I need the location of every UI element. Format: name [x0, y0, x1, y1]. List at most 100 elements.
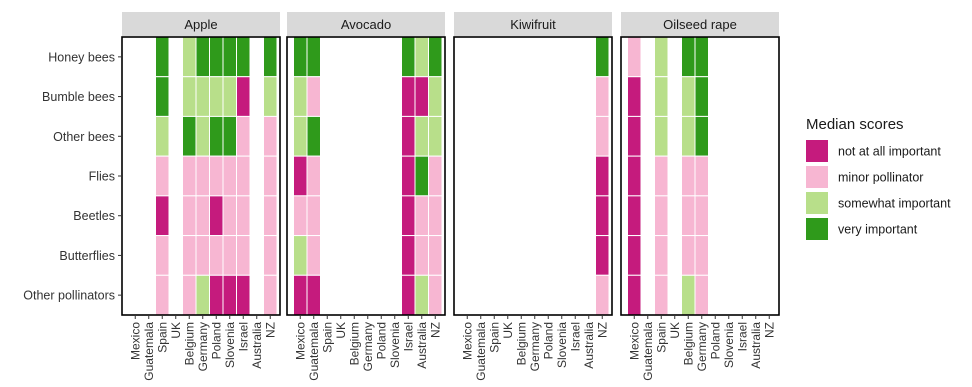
- heatmap-cell: [694, 76, 709, 117]
- x-tick-label: Guatemala: [307, 322, 321, 381]
- heatmap-cell: [627, 115, 642, 157]
- heatmap-cell: [222, 155, 237, 197]
- x-tick-label: Germany: [361, 322, 375, 371]
- x-tick-label: Australia: [250, 322, 264, 369]
- heatmap-cell: [306, 115, 321, 157]
- heatmap-cell: [681, 274, 696, 316]
- x-tick-label: Slovenia: [722, 322, 736, 368]
- heatmap-cell: [182, 195, 197, 237]
- heatmap-cell: [694, 115, 709, 157]
- y-tick-label: Honey bees: [48, 50, 115, 64]
- legend-swatch: [806, 140, 828, 162]
- heatmap-cell: [263, 235, 278, 276]
- heatmap-cell: [182, 155, 197, 197]
- x-tick-label: NZ: [762, 322, 776, 338]
- x-tick-label: Poland: [209, 322, 223, 359]
- x-tick-label: NZ: [263, 322, 277, 338]
- x-tick-label: NZ: [595, 322, 609, 338]
- x-tick-label: Germany: [196, 322, 210, 371]
- heatmap-cell: [195, 36, 210, 78]
- heatmap-cell: [209, 235, 224, 276]
- heatmap-cell: [654, 36, 669, 78]
- heatmap-cell: [595, 36, 610, 78]
- heatmap-cell: [155, 36, 170, 78]
- x-tick-label: Poland: [541, 322, 555, 359]
- heatmap-cell: [595, 195, 610, 237]
- heatmap-cell: [263, 274, 278, 316]
- legend-swatch: [806, 192, 828, 214]
- heatmap-cell: [654, 235, 669, 276]
- x-tick-label: Australia: [749, 322, 763, 369]
- heatmap-cell: [155, 195, 170, 237]
- x-tick-label: Spain: [155, 322, 169, 353]
- heatmap-cell: [209, 115, 224, 157]
- heatmap-cell: [627, 36, 642, 78]
- heatmap-cell: [681, 235, 696, 276]
- heatmap-cell: [236, 76, 251, 117]
- heatmap-cell: [428, 115, 443, 157]
- heatmap-cell: [209, 36, 224, 78]
- heatmap-cell: [293, 274, 308, 316]
- heatmap-cell: [263, 76, 278, 117]
- heatmap-cell: [306, 76, 321, 117]
- heatmap-cell: [595, 76, 610, 117]
- heatmap-cell: [428, 274, 443, 316]
- heatmap-cell: [195, 195, 210, 237]
- y-tick-label: Bumble bees: [42, 90, 115, 104]
- x-tick-label: Germany: [695, 322, 709, 371]
- heatmap-cell: [236, 274, 251, 316]
- facet-label-avocado: Avocado: [341, 17, 391, 32]
- x-tick-label: Israel: [401, 322, 415, 351]
- heatmap-cell: [222, 235, 237, 276]
- heatmap-cell: [627, 195, 642, 237]
- heatmap-cell: [182, 274, 197, 316]
- heatmap-cell: [401, 36, 416, 78]
- heatmap-cell: [401, 235, 416, 276]
- heatmap-cell: [236, 195, 251, 237]
- heatmap-cell: [681, 76, 696, 117]
- heatmap-cell: [209, 76, 224, 117]
- x-tick-label: UK: [501, 322, 515, 339]
- heatmap-cell: [222, 76, 237, 117]
- legend-swatch: [806, 218, 828, 240]
- x-tick-label: Poland: [374, 322, 388, 359]
- heatmap-cell: [222, 36, 237, 78]
- facet-label-kiwifruit: Kiwifruit: [510, 17, 556, 32]
- y-tick-label: Other pollinators: [23, 289, 115, 303]
- x-tick-label: Belgium: [681, 322, 695, 365]
- x-tick-label: Australia: [415, 322, 429, 369]
- x-tick-label: UK: [668, 322, 682, 339]
- x-tick-label: UK: [169, 322, 183, 339]
- facet-label-apple: Apple: [184, 17, 217, 32]
- x-tick-label: Belgium: [182, 322, 196, 365]
- heatmap-cell: [222, 115, 237, 157]
- facet-strip-apple: [122, 12, 280, 36]
- heatmap-cell: [428, 36, 443, 78]
- heatmap-cell: [654, 76, 669, 117]
- heatmap-cell: [694, 195, 709, 237]
- heatmap-cell: [401, 76, 416, 117]
- x-tick-label: Spain: [654, 322, 668, 353]
- heatmap-cell: [654, 115, 669, 157]
- heatmap-cell: [195, 155, 210, 197]
- heatmap-cell: [182, 76, 197, 117]
- heatmap-cell: [182, 36, 197, 78]
- heatmap-cell: [155, 155, 170, 197]
- heatmap-cell: [293, 76, 308, 117]
- x-tick-label: NZ: [428, 322, 442, 338]
- x-tick-label: Guatemala: [142, 322, 156, 381]
- y-tick-label: Flies: [89, 170, 115, 184]
- heatmap-cell: [595, 115, 610, 157]
- heatmap-cell: [155, 115, 170, 157]
- heatmap-cell: [263, 195, 278, 237]
- heatmap-cell: [236, 36, 251, 78]
- heatmap-cell: [414, 115, 429, 157]
- legend-title: Median scores: [806, 116, 904, 133]
- heatmap-cell: [222, 274, 237, 316]
- heatmap-cell: [306, 195, 321, 237]
- heatmap-cell: [681, 115, 696, 157]
- heatmap-cell: [293, 235, 308, 276]
- legend-label: very important: [838, 223, 918, 237]
- heatmap-cell: [263, 155, 278, 197]
- x-tick-label: Mexico: [128, 322, 142, 360]
